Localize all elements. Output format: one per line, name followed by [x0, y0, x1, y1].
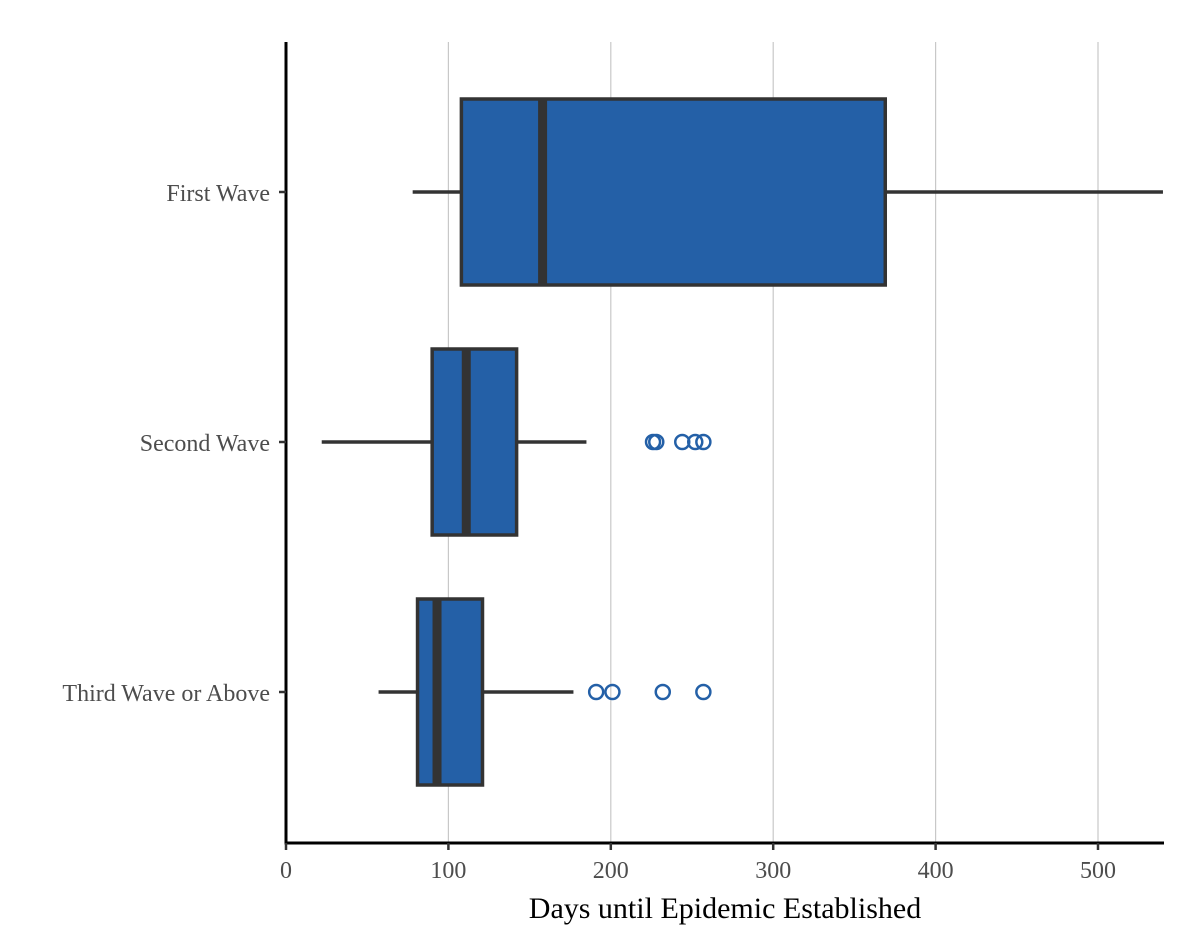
- outlier-point: [587, 683, 605, 701]
- box-group: [412, 97, 1163, 287]
- outlier-point: [604, 683, 621, 701]
- box-iqr: [415, 597, 485, 787]
- x-tick-label: 100: [430, 858, 466, 884]
- outlier-point: [695, 433, 712, 451]
- outlier-point: [695, 683, 712, 701]
- box-group: [378, 597, 712, 787]
- y-tick-label: First Wave: [166, 181, 270, 207]
- x-tick-label: 200: [593, 858, 629, 884]
- outlier-point: [686, 433, 704, 451]
- y-tick-label: Second Wave: [140, 431, 270, 457]
- outlier-point: [648, 433, 665, 451]
- x-axis-ticks: 0 100 200 300 400 500: [280, 843, 1116, 884]
- x-tick-label: 400: [918, 858, 954, 884]
- y-tick-label: Third Wave or Above: [62, 681, 270, 707]
- x-tick-label: 0: [280, 858, 292, 884]
- box-iqr: [459, 97, 888, 287]
- box-iqr: [430, 347, 519, 537]
- y-axis-ticks: First Wave Second Wave Third Wave or Above: [62, 181, 286, 707]
- x-axis-title: Days until Epidemic Established: [529, 892, 921, 925]
- x-tick-label: 300: [755, 858, 791, 884]
- outlier-point: [654, 683, 672, 701]
- x-tick-label: 500: [1080, 858, 1116, 884]
- box-group: [321, 347, 712, 537]
- boxes: [321, 97, 1163, 787]
